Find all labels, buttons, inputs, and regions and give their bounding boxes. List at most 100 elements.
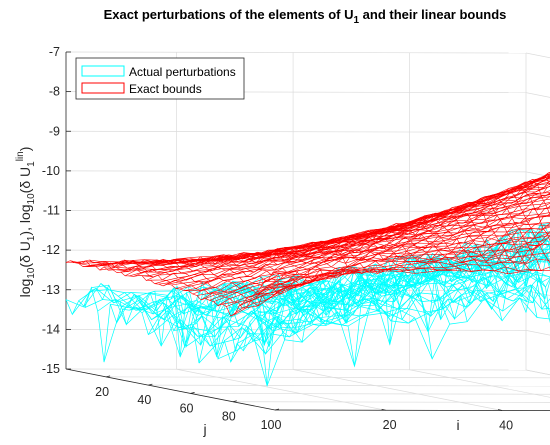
- actual-perturbations-line-j: [192, 231, 550, 347]
- exact-bounds-line-j: [209, 174, 550, 301]
- actual-perturbations-line-i: [484, 244, 550, 310]
- z-tick-label: -7: [49, 45, 60, 59]
- exact-bounds-line-j: [188, 176, 550, 291]
- exact-bounds-line-j: [268, 258, 550, 280]
- actual-perturbations-line-j: [103, 267, 550, 363]
- legend-box: [75, 57, 245, 100]
- exact-bounds-line-i: [496, 213, 550, 264]
- legend: Actual perturbations Exact bounds: [75, 57, 245, 100]
- chart-title: Exact perturbations of the elements of U…: [104, 7, 507, 26]
- exact-bounds-line-j: [82, 242, 544, 267]
- gridline-j: [148, 384, 550, 387]
- y-axis-label-i: i: [456, 417, 459, 433]
- exact-bounds-line-j: [255, 232, 550, 293]
- exact-bounds-line-j: [175, 181, 550, 289]
- exact-bounds-line-j: [196, 177, 550, 296]
- chart-title-tail: and their linear bounds: [359, 7, 506, 22]
- j-tick-label: 80: [222, 410, 236, 424]
- legend-label-actual-perturbations: Actual perturbations: [129, 65, 236, 79]
- i-tick-label: 20: [383, 418, 397, 432]
- legend-swatch-actual-perturbations: [81, 65, 125, 77]
- actual-perturbations-line-j: [262, 280, 550, 333]
- axis-i-line: [274, 409, 550, 411]
- j-tick-mark: [106, 375, 111, 378]
- j-tick-mark: [190, 392, 195, 394]
- gridline-i: [293, 369, 503, 411]
- actual-perturbations-line-j: [211, 222, 550, 344]
- chart-title-main: Exact perturbations of the elements of U: [104, 7, 354, 22]
- actual-perturbations-line-j: [236, 247, 550, 344]
- exact-bounds-line-j: [74, 249, 535, 264]
- actual-perturbations-line-j: [274, 291, 550, 360]
- j-tick-mark: [148, 383, 153, 386]
- gridline-i: [176, 368, 386, 411]
- j-tick-mark: [232, 400, 237, 403]
- exact-bounds-line-j: [129, 206, 550, 277]
- z-axis-label: log10(δ U1), log10(δ U1lin): [15, 147, 37, 298]
- exact-bounds-line-j: [171, 183, 550, 286]
- j-tick-label: 60: [180, 401, 194, 415]
- exact-bounds-line-j: [213, 175, 550, 302]
- exact-bounds-line-j: [99, 226, 550, 271]
- actual-perturbations-line-j: [224, 231, 550, 342]
- actual-perturbations-line-j: [173, 223, 550, 332]
- exact-bounds-line-j: [238, 193, 550, 307]
- z-tick-label: -11: [43, 204, 60, 218]
- exact-bounds-line-j: [234, 182, 550, 315]
- exact-bounds-line-i: [473, 196, 550, 261]
- exact-bounds-line-j: [272, 266, 550, 275]
- actual-perturbations-line-i: [432, 222, 550, 303]
- j-tick-label: 40: [137, 393, 151, 407]
- actual-perturbations-line-i: [65, 286, 276, 364]
- actual-perturbations-line-j: [255, 271, 550, 332]
- exact-bounds-line-j: [162, 186, 550, 287]
- gridline-z: [65, 368, 527, 371]
- chart-title-sub: 1: [354, 15, 360, 26]
- legend-swatch-exact-bounds: [81, 82, 125, 94]
- z-tick-label: -9: [49, 124, 60, 138]
- actual-perturbations-line-j: [186, 237, 550, 347]
- exact-bounds-line-j: [251, 225, 550, 298]
- exact-bounds-line-i: [484, 205, 550, 263]
- exact-bounds-line-j: [141, 196, 550, 278]
- gridline-z: [65, 130, 527, 133]
- axis-j-line: [65, 368, 276, 411]
- exact-bounds-line-j: [116, 214, 550, 273]
- exact-bounds-line-j: [158, 190, 550, 285]
- gridline-z: [65, 51, 527, 54]
- actual-perturbations-line-j: [160, 238, 550, 328]
- gridline-i: [409, 369, 550, 398]
- gridline-j: [106, 376, 550, 379]
- gridline-j: [190, 393, 550, 395]
- exact-bounds-line-j: [133, 202, 550, 277]
- z-tick-label: -15: [42, 362, 60, 376]
- actual-perturbations-line-j: [84, 276, 546, 310]
- series-exact-bounds-mesh: [65, 172, 550, 317]
- j-tick-label: 20: [95, 385, 109, 399]
- i-tick-label: 40: [499, 418, 513, 432]
- exact-bounds-line-j: [222, 172, 550, 305]
- z-tick-label: -10: [42, 164, 60, 178]
- exact-bounds-line-j: [274, 268, 550, 275]
- i-tick-mark: [497, 409, 503, 411]
- j-tick-mark: [274, 408, 280, 411]
- gridline-j: [232, 401, 550, 403]
- actual-perturbations-line-j: [198, 227, 550, 364]
- exact-bounds-line-j: [167, 186, 550, 285]
- exact-bounds-line-j: [184, 178, 550, 291]
- tick-labels: -15-14-13-12-11-10-9-8-72040608010020406…: [42, 45, 513, 432]
- gridline-z: [65, 329, 527, 331]
- x-axis-label-j: j: [202, 421, 206, 437]
- exact-bounds-line-j: [200, 176, 550, 301]
- i-tick-mark: [381, 408, 386, 411]
- legend-label-exact-bounds: Exact bounds: [129, 82, 202, 96]
- z-tick-label: -8: [49, 85, 60, 99]
- z-tick-label: -12: [42, 243, 60, 257]
- gridline-z: [65, 170, 527, 173]
- series-actual-perturbations-mesh: [65, 222, 550, 387]
- exact-bounds-line-i: [461, 192, 550, 263]
- actual-perturbations-line-j: [268, 284, 550, 324]
- z-tick-label: -13: [42, 283, 60, 297]
- actual-perturbations-line-i: [502, 253, 550, 312]
